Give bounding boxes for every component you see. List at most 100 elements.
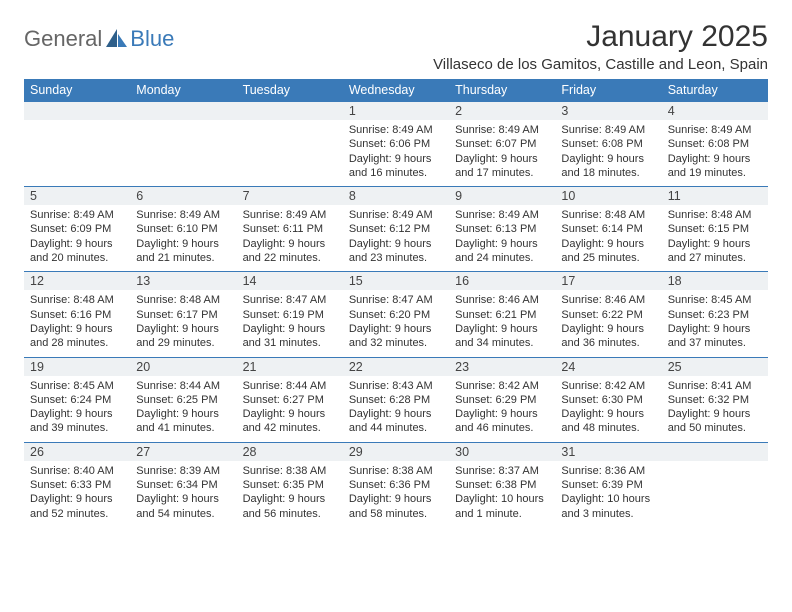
calendar-cell: 7Sunrise: 8:49 AMSunset: 6:11 PMDaylight… bbox=[237, 186, 343, 271]
day-number: 2 bbox=[449, 101, 555, 120]
calendar-cell: 24Sunrise: 8:42 AMSunset: 6:30 PMDayligh… bbox=[555, 357, 661, 442]
day-info: Sunrise: 8:48 AMSunset: 6:16 PMDaylight:… bbox=[24, 290, 130, 356]
day-info-line: Sunset: 6:30 PM bbox=[561, 393, 655, 407]
calendar-cell: 3Sunrise: 8:49 AMSunset: 6:08 PMDaylight… bbox=[555, 101, 661, 186]
day-info-line: and 42 minutes. bbox=[243, 421, 337, 435]
day-info-line: Daylight: 9 hours bbox=[455, 407, 549, 421]
calendar-cell bbox=[662, 442, 768, 527]
calendar-cell: 21Sunrise: 8:44 AMSunset: 6:27 PMDayligh… bbox=[237, 357, 343, 442]
day-info-line: Daylight: 9 hours bbox=[349, 407, 443, 421]
calendar-cell: 22 Sunrise: 8:43 AMSunset: 6:28 PMDayligh… bbox=[343, 357, 449, 442]
month-title: January 2025 bbox=[433, 20, 768, 54]
day-info-line: Sunset: 6:08 PM bbox=[561, 137, 655, 151]
day-info-line: and 44 minutes. bbox=[349, 421, 443, 435]
day-info-line: Sunset: 6:08 PM bbox=[668, 137, 762, 151]
day-info-line: Sunset: 6:22 PM bbox=[561, 308, 655, 322]
day-info-line: Daylight: 9 hours bbox=[668, 152, 762, 166]
day-number: 22 bbox=[343, 357, 449, 376]
day-info: Sunrise: 8:49 AMSunset: 6:08 PMDaylight:… bbox=[555, 120, 661, 186]
day-info-line: and 20 minutes. bbox=[30, 251, 124, 265]
day-info-line: Sunset: 6:35 PM bbox=[243, 478, 337, 492]
day-info-line: Daylight: 9 hours bbox=[136, 492, 230, 506]
day-info-line: Sunrise: 8:43 AM bbox=[349, 379, 443, 393]
calendar-row: 19Sunrise: 8:45 AMSunset: 6:24 PMDayligh… bbox=[24, 357, 768, 442]
day-info-line: Sunset: 6:36 PM bbox=[349, 478, 443, 492]
day-info-line: Sunset: 6:29 PM bbox=[455, 393, 549, 407]
day-info-line: and 56 minutes. bbox=[243, 507, 337, 521]
day-info: Sunrise: 8:49 AMSunset: 6:12 PMDaylight:… bbox=[343, 205, 449, 271]
day-info-line: Sunrise: 8:49 AM bbox=[455, 208, 549, 222]
day-info-line: Daylight: 9 hours bbox=[243, 237, 337, 251]
day-info-line: Daylight: 9 hours bbox=[136, 407, 230, 421]
day-info: Sunrise: 8:48 AMSunset: 6:15 PMDaylight:… bbox=[662, 205, 768, 271]
day-info-line: Daylight: 10 hours bbox=[455, 492, 549, 506]
day-number: 20 bbox=[130, 357, 236, 376]
day-info-line: Sunrise: 8:37 AM bbox=[455, 464, 549, 478]
day-info-line: and 17 minutes. bbox=[455, 166, 549, 180]
day-info-line: Daylight: 9 hours bbox=[243, 407, 337, 421]
calendar-cell: 11Sunrise: 8:48 AMSunset: 6:15 PMDayligh… bbox=[662, 186, 768, 271]
header: General Blue January 2025 Villaseco de l… bbox=[24, 20, 768, 73]
day-number: 28 bbox=[237, 442, 343, 461]
day-info-line: Sunset: 6:39 PM bbox=[561, 478, 655, 492]
day-info-line: Sunset: 6:27 PM bbox=[243, 393, 337, 407]
day-info-line: Sunrise: 8:48 AM bbox=[668, 208, 762, 222]
calendar-cell: 17 Sunrise: 8:46 AMSunset: 6:22 PMDayligh… bbox=[555, 271, 661, 356]
day-info-line: Daylight: 9 hours bbox=[668, 237, 762, 251]
day-number: 26 bbox=[24, 442, 130, 461]
calendar-cell: 19Sunrise: 8:45 AMSunset: 6:24 PMDayligh… bbox=[24, 357, 130, 442]
day-info-line: Daylight: 9 hours bbox=[30, 322, 124, 336]
day-info-line: Sunrise: 8:47 AM bbox=[243, 293, 337, 307]
calendar-cell: 20Sunrise: 8:44 AMSunset: 6:25 PMDayligh… bbox=[130, 357, 236, 442]
day-info-line: Sunset: 6:19 PM bbox=[243, 308, 337, 322]
day-info-line: Sunrise: 8:38 AM bbox=[243, 464, 337, 478]
day-info-line: Daylight: 9 hours bbox=[668, 407, 762, 421]
day-info-line: Sunrise: 8:49 AM bbox=[349, 123, 443, 137]
day-info-line: Daylight: 9 hours bbox=[136, 322, 230, 336]
day-info-line: Sunrise: 8:39 AM bbox=[136, 464, 230, 478]
day-number: 14 bbox=[237, 271, 343, 290]
day-number: 27 bbox=[130, 442, 236, 461]
day-info-line: Daylight: 9 hours bbox=[455, 322, 549, 336]
calendar-body: 1Sunrise: 8:49 AMSunset: 6:06 PMDaylight… bbox=[24, 101, 768, 527]
day-number: 10 bbox=[555, 186, 661, 205]
day-info-line: and 1 minute. bbox=[455, 507, 549, 521]
day-info-line: Sunset: 6:15 PM bbox=[668, 222, 762, 236]
day-info-line: Sunset: 6:28 PM bbox=[349, 393, 443, 407]
day-number: 7 bbox=[237, 186, 343, 205]
day-number: 8 bbox=[343, 186, 449, 205]
day-info-line: and 39 minutes. bbox=[30, 421, 124, 435]
day-info-line: Sunset: 6:07 PM bbox=[455, 137, 549, 151]
day-info-line: Sunset: 6:38 PM bbox=[455, 478, 549, 492]
day-info-line: and 32 minutes. bbox=[349, 336, 443, 350]
day-info-line: Sunset: 6:09 PM bbox=[30, 222, 124, 236]
day-info-line: Daylight: 9 hours bbox=[561, 322, 655, 336]
day-info-line: and 28 minutes. bbox=[30, 336, 124, 350]
dow-row: Sunday Monday Tuesday Wednesday Thursday… bbox=[24, 79, 768, 101]
calendar-cell: 6Sunrise: 8:49 AMSunset: 6:10 PMDaylight… bbox=[130, 186, 236, 271]
dow-wednesday: Wednesday bbox=[343, 79, 449, 101]
day-info-line: and 3 minutes. bbox=[561, 507, 655, 521]
day-info-line: Daylight: 9 hours bbox=[455, 237, 549, 251]
day-info-line: Sunrise: 8:45 AM bbox=[668, 293, 762, 307]
day-number: 16 bbox=[449, 271, 555, 290]
day-info-line: Sunset: 6:06 PM bbox=[349, 137, 443, 151]
day-info: Sunrise: 8:49 AMSunset: 6:08 PMDaylight:… bbox=[662, 120, 768, 186]
day-info-line: Sunrise: 8:47 AM bbox=[349, 293, 443, 307]
day-info: Sunrise: 8:49 AMSunset: 6:13 PMDaylight:… bbox=[449, 205, 555, 271]
day-info-line: Sunrise: 8:46 AM bbox=[561, 293, 655, 307]
day-info-line: Sunrise: 8:48 AM bbox=[561, 208, 655, 222]
day-info-line: Sunset: 6:11 PM bbox=[243, 222, 337, 236]
day-info-line: and 27 minutes. bbox=[668, 251, 762, 265]
calendar-cell: 1Sunrise: 8:49 AMSunset: 6:06 PMDaylight… bbox=[343, 101, 449, 186]
dow-saturday: Saturday bbox=[662, 79, 768, 101]
day-info-line: Sunrise: 8:38 AM bbox=[349, 464, 443, 478]
empty-day-info bbox=[662, 461, 768, 519]
day-info-line: and 46 minutes. bbox=[455, 421, 549, 435]
day-info-line: Daylight: 10 hours bbox=[561, 492, 655, 506]
day-number: 17 bbox=[555, 271, 661, 290]
calendar-cell: 9Sunrise: 8:49 AMSunset: 6:13 PMDaylight… bbox=[449, 186, 555, 271]
day-info-line: Sunset: 6:10 PM bbox=[136, 222, 230, 236]
day-info: Sunrise: 8:44 AMSunset: 6:25 PMDaylight:… bbox=[130, 376, 236, 442]
calendar-cell: 23Sunrise: 8:42 AMSunset: 6:29 PMDayligh… bbox=[449, 357, 555, 442]
